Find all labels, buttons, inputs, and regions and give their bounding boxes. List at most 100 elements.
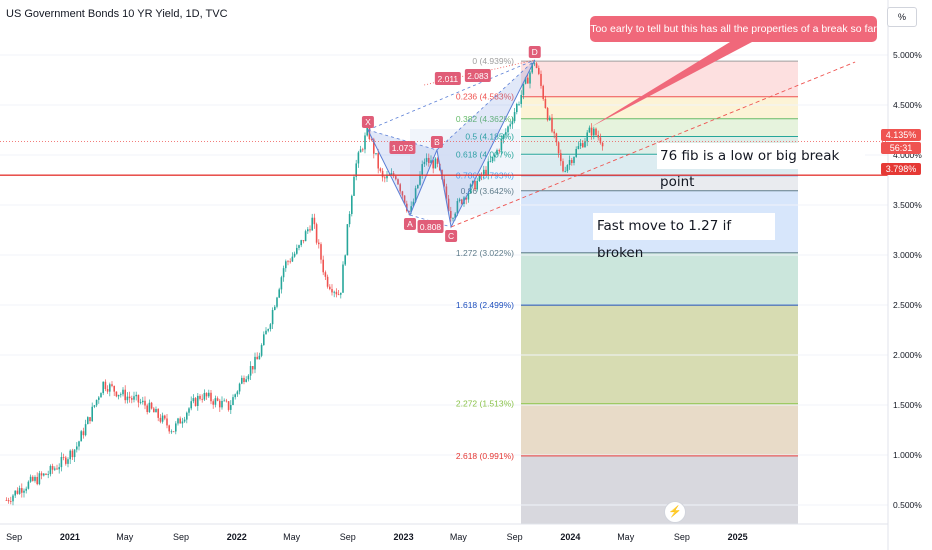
candle-body (454, 213, 456, 219)
candle-body (36, 476, 38, 485)
candle-body (562, 161, 564, 172)
candle-body (317, 242, 320, 245)
fib-zone (521, 96, 798, 119)
candle-body (210, 392, 212, 402)
x-tick-label: 2024 (560, 532, 580, 542)
percent-scale-button[interactable]: % (887, 7, 917, 27)
candle-body (89, 417, 91, 422)
fib-label: 0.5 (4.185%) (465, 132, 514, 142)
candle-body (500, 139, 503, 151)
candle-body (377, 153, 379, 169)
candle-body (58, 467, 60, 470)
candle-body (485, 169, 487, 175)
candle-body (113, 385, 115, 392)
candle-body (410, 206, 412, 213)
candle-body (577, 146, 580, 149)
candle-body (80, 431, 82, 442)
countdown-tag: 56:31 (881, 142, 921, 154)
candle-body (540, 73, 542, 86)
candle-body (122, 389, 124, 395)
candle-body (159, 417, 162, 422)
candle-body (372, 139, 375, 154)
pattern-ratio-line (409, 214, 452, 228)
candle-body (172, 431, 175, 433)
candle-body (342, 264, 344, 293)
y-tick-label: 4.500% (893, 100, 922, 110)
pattern-point-badge (445, 230, 458, 242)
candle-body (575, 148, 577, 157)
harmonic-pattern: X A B C D 1.073 0.808 2.011 2.083 (361, 46, 541, 242)
candle-body (117, 394, 120, 397)
candle-body (344, 255, 346, 265)
candle-body (559, 153, 562, 162)
candle-body (82, 431, 85, 436)
candle-body (196, 395, 199, 406)
pattern-point-label: X (365, 117, 371, 127)
candle-body (390, 173, 393, 176)
candle-body (185, 412, 188, 420)
candle-body (38, 473, 41, 485)
candle-body (177, 418, 179, 424)
candle-body (141, 400, 144, 403)
candle-body (537, 67, 540, 74)
candle-body (5, 500, 8, 501)
fib-label: 0 (4.939%) (472, 56, 514, 66)
candle-body (267, 329, 269, 331)
pattern-xab (367, 130, 437, 215)
candle-body (416, 184, 419, 189)
candle-body (309, 229, 311, 231)
candle-body (179, 418, 181, 424)
lightning-icon[interactable]: ⚡ (664, 501, 686, 523)
candle-body (269, 324, 272, 330)
x-tick-label: 2023 (394, 532, 414, 542)
candle-body (278, 289, 280, 298)
fib-note: 76 fib is a low or big break point (657, 143, 865, 190)
candle-body (262, 334, 265, 346)
last-price-tag: 4.135% (881, 129, 921, 141)
fast-move-note: Fast move to 1.27 if broken (593, 213, 775, 261)
candle-body (465, 197, 467, 200)
candle-body (183, 419, 186, 422)
candle-body (205, 392, 208, 397)
candle-body (152, 408, 155, 413)
fib-label: 0.618 (4.007%) (456, 149, 514, 159)
candle-body (124, 389, 126, 401)
candle-body (64, 457, 67, 464)
candle-body (592, 128, 595, 136)
candle-body (513, 112, 516, 122)
candle-body (353, 176, 355, 196)
candle-body (509, 124, 511, 127)
candle-body (93, 405, 96, 407)
candle-body (207, 392, 210, 397)
callout-note: Too early to tell but this has all the p… (590, 16, 877, 42)
pattern-point-badge (403, 218, 416, 230)
candle-body (227, 401, 230, 410)
candle-body (245, 379, 247, 382)
candle-body (31, 476, 34, 481)
candle-body (157, 409, 159, 418)
x-tick-label: Sep (340, 532, 356, 542)
pattern-point-label: A (407, 219, 413, 229)
candle-body (199, 395, 201, 399)
candle-body (225, 400, 228, 402)
x-tick-label: May (283, 532, 301, 542)
candle-body (346, 224, 349, 256)
candle-body (542, 85, 544, 99)
candle-body (595, 128, 597, 136)
candle-body (144, 400, 146, 406)
candle-body (51, 465, 54, 470)
candle-body (350, 195, 353, 215)
candle-body (214, 398, 217, 405)
candle-body (201, 398, 203, 400)
candle-body (218, 400, 221, 408)
fib-label: 0.236 (4.583%) (456, 92, 514, 102)
candle-body (557, 142, 560, 154)
x-axis: Sep 2021 May Sep 2022 May Sep 2023 May Sep 2024 May… (0, 523, 888, 542)
candle-body (529, 72, 531, 84)
candle-body (355, 163, 357, 177)
candle-body (91, 406, 93, 422)
candle-body (84, 424, 87, 436)
candle-body (111, 384, 113, 386)
candle-body (599, 137, 602, 143)
